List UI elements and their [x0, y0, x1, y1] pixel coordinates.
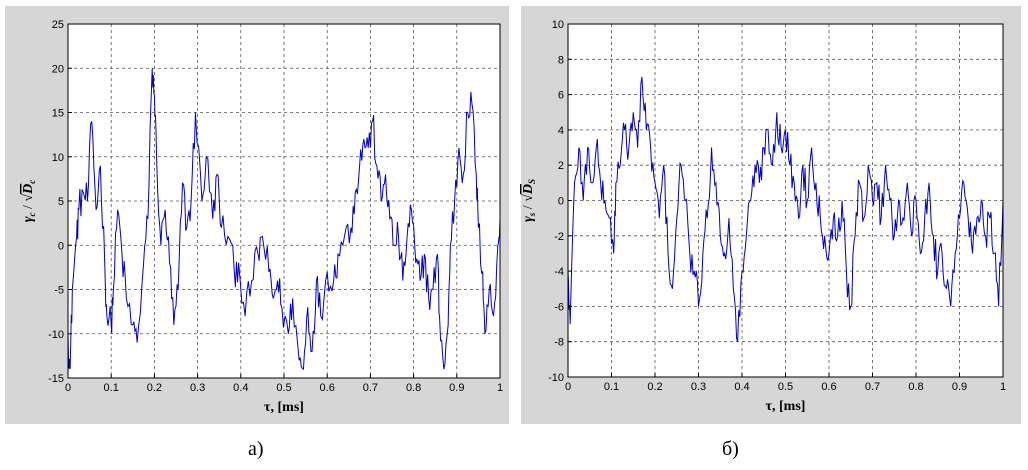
- grid: [68, 24, 500, 378]
- y-tick-label: 10: [552, 19, 564, 31]
- x-tick-label: 0.4: [233, 382, 248, 394]
- x-axis-label: τ, [ms]: [766, 399, 806, 414]
- x-tick-label: 0.7: [363, 382, 378, 394]
- x-tick-label: 0.5: [276, 382, 291, 394]
- y-tick-label: -10: [48, 329, 64, 341]
- caption-a: а): [248, 438, 264, 460]
- x-tick-label: 0: [65, 382, 71, 394]
- x-tick-label: 0.1: [104, 382, 119, 394]
- x-tick-label: 0.1: [604, 381, 619, 393]
- y-tick-label: 10: [52, 152, 64, 164]
- chart-b: 0 0.1 0.2 0.3 0.4 0.5 0.6 0.7 0.8 0.9 1 -10 -8 -6 -4 -2…: [521, 19, 1006, 414]
- y-tick-label: -4: [554, 266, 564, 278]
- x-tick-label: 0.7: [865, 381, 880, 393]
- y-tick-label: 8: [558, 54, 564, 66]
- y-label-sep: /: [21, 202, 36, 213]
- x-tick-label: 0.3: [691, 381, 706, 393]
- y-label-root: √: [21, 194, 36, 202]
- y-tick-label: 0: [558, 196, 564, 208]
- y-label-main: γ: [521, 216, 536, 222]
- y-tick-label: 6: [558, 90, 564, 102]
- ticks: 0 0.1 0.2 0.3 0.4 0.5 0.6 0.7 0.8 0.9 1 -10 -8 -6 -4 -2…: [548, 19, 1006, 393]
- y-label-sub: c: [27, 212, 37, 216]
- x-tick-label: 0: [565, 381, 571, 393]
- y-axis-label: γs / √DS: [521, 179, 537, 222]
- x-tick-label: 0.6: [821, 381, 836, 393]
- y-tick-label: -15: [48, 373, 64, 385]
- y-tick-label: 4: [558, 125, 564, 137]
- y-label-root-sub: S: [527, 179, 537, 184]
- y-label-root-main: D: [521, 184, 536, 195]
- y-label-root-main: D: [21, 184, 36, 195]
- x-tick-label: 0.5: [778, 381, 793, 393]
- series-line: [67, 68, 501, 371]
- chart-panel-a: 0 0.1 0.2 0.3 0.4 0.5 0.6 0.7 0.8 0.9 1 -15 -10 -5 0 5 1…: [5, 6, 509, 424]
- x-tick-label: 0.9: [449, 382, 464, 394]
- y-label-root: √: [521, 194, 536, 202]
- y-tick-label: -8: [554, 337, 564, 349]
- x-tick-label: 1: [497, 382, 503, 394]
- chart-panel-b: 0 0.1 0.2 0.3 0.4 0.5 0.6 0.7 0.8 0.9 1 -10 -8 -6 -4 -2…: [521, 6, 1021, 424]
- y-tick-label: -6: [554, 301, 564, 313]
- x-axis-label: τ, [ms]: [264, 400, 304, 415]
- y-tick-label: 0: [58, 240, 64, 252]
- y-label-root-sub: c: [27, 180, 37, 184]
- x-tick-label: 0.2: [647, 381, 662, 393]
- x-tick-label: 0.3: [190, 382, 205, 394]
- series-line: [567, 76, 1004, 342]
- y-label-sep: /: [521, 202, 536, 213]
- y-label-main: γ: [21, 216, 36, 222]
- x-tick-label: 0.9: [952, 381, 967, 393]
- x-tick-label: 0.6: [320, 382, 335, 394]
- y-tick-label: 20: [52, 63, 64, 75]
- grid: [568, 24, 1003, 377]
- x-tick-label: 0.8: [406, 382, 421, 394]
- chart-a: 0 0.1 0.2 0.3 0.4 0.5 0.6 0.7 0.8 0.9 1 -15 -10 -5 0 5 1…: [21, 19, 503, 415]
- x-tick-label: 1: [1000, 381, 1006, 393]
- y-tick-label: 2: [558, 160, 564, 172]
- x-tick-label: 0.4: [734, 381, 749, 393]
- y-tick-label: 25: [52, 19, 64, 31]
- x-tick-label: 0.8: [908, 381, 923, 393]
- y-tick-label: -10: [548, 372, 564, 384]
- y-axis-label: γc / √Dc: [21, 180, 37, 223]
- y-tick-label: 15: [52, 108, 64, 120]
- ticks: 0 0.1 0.2 0.3 0.4 0.5 0.6 0.7 0.8 0.9 1 -15 -10 -5 0 5 1…: [48, 19, 503, 394]
- y-tick-label: -5: [54, 285, 64, 297]
- y-tick-label: 5: [58, 196, 64, 208]
- y-label-sub: s: [527, 212, 537, 217]
- caption-b: б): [722, 438, 739, 460]
- y-tick-label: -2: [554, 231, 564, 243]
- x-tick-label: 0.2: [147, 382, 162, 394]
